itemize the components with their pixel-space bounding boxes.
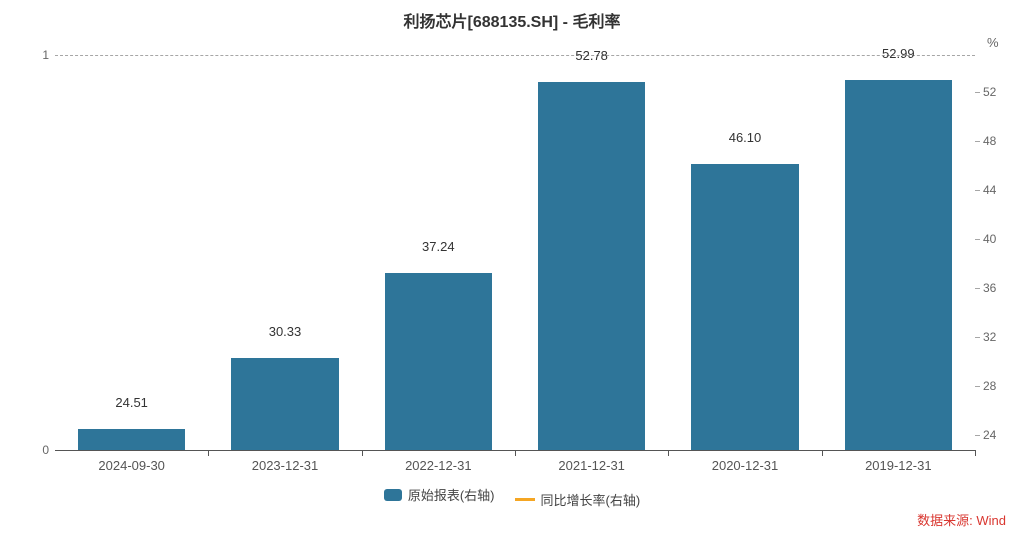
x-category-label: 2022-12-31	[362, 458, 515, 473]
y-right-tick: 48	[983, 134, 996, 148]
bar-value-label: 52.78	[575, 48, 608, 63]
x-category-label: 2024-09-30	[55, 458, 208, 473]
legend-swatch-bar-icon	[384, 489, 402, 501]
x-category-label: 2021-12-31	[515, 458, 668, 473]
y-right-tick: 52	[983, 85, 996, 99]
bar	[845, 80, 952, 450]
y-right-tick: 32	[983, 330, 996, 344]
bar	[231, 358, 338, 450]
y-right-tick-mark	[975, 141, 980, 142]
legend-item-line: 同比增长率(右轴)	[515, 490, 641, 509]
legend-label: 同比增长率(右轴)	[541, 490, 641, 509]
x-minor-tick	[362, 450, 363, 456]
x-category-label: 2020-12-31	[668, 458, 821, 473]
legend-label: 原始报表(右轴)	[408, 485, 495, 504]
bar	[385, 273, 492, 450]
bar-value-label: 52.99	[882, 46, 915, 61]
y-right-tick-mark	[975, 239, 980, 240]
data-source-label: 数据来源: Wind	[917, 510, 1006, 529]
y-right-tick-mark	[975, 190, 980, 191]
legend: 原始报表(右轴) 同比增长率(右轴)	[0, 485, 1024, 509]
bar	[538, 82, 645, 450]
y-right-tick-mark	[975, 92, 980, 93]
bar-value-label: 37.24	[422, 239, 455, 254]
bar-value-label: 30.33	[269, 324, 302, 339]
bar	[691, 164, 798, 450]
bar	[78, 429, 185, 450]
gridline-top	[55, 55, 975, 56]
y-right-tick: 44	[983, 183, 996, 197]
legend-item-bar: 原始报表(右轴)	[384, 485, 495, 504]
y-left-tick: 0	[42, 443, 49, 457]
x-minor-tick	[208, 450, 209, 456]
y-right-unit: %	[987, 35, 999, 50]
y-right-tick-mark	[975, 288, 980, 289]
plot-area: 24.5130.3337.2452.7846.1052.99	[55, 55, 975, 450]
y-right-tick: 24	[983, 428, 996, 442]
bar-value-label: 46.10	[729, 130, 762, 145]
y-right-tick: 36	[983, 281, 996, 295]
chart-container: 利扬芯片[688135.SH] - 毛利率 24.51 30.33 37.24 52.…	[0, 0, 1024, 535]
y-right-tick: 40	[983, 232, 996, 246]
x-category-label: 2023-12-31	[208, 458, 361, 473]
x-minor-tick	[822, 450, 823, 456]
legend-swatch-line-icon	[515, 498, 535, 501]
y-right-tick-mark	[975, 386, 980, 387]
x-category-label: 2019-12-31	[822, 458, 975, 473]
y-right-tick-mark	[975, 435, 980, 436]
x-minor-tick	[668, 450, 669, 456]
x-minor-tick	[515, 450, 516, 456]
bar-value-label: 24.51	[115, 395, 148, 410]
chart-title: 利扬芯片[688135.SH] - 毛利率	[0, 8, 1024, 32]
x-minor-tick	[975, 450, 976, 456]
y-right-tick-mark	[975, 337, 980, 338]
y-left-tick: 1	[42, 48, 49, 62]
y-right-tick: 28	[983, 379, 996, 393]
